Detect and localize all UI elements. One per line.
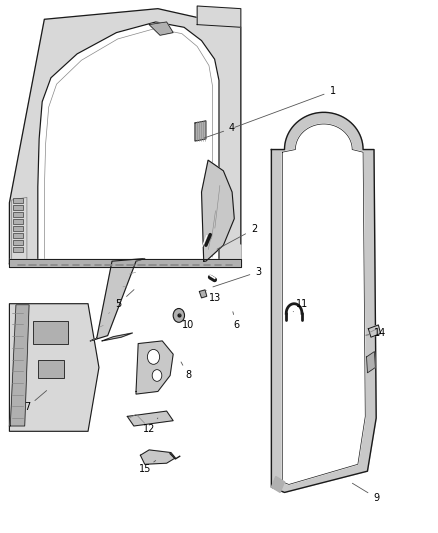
Bar <box>13 212 23 217</box>
Text: 11: 11 <box>293 298 308 312</box>
Bar <box>13 226 23 231</box>
Text: 2: 2 <box>217 224 257 249</box>
Polygon shape <box>195 121 206 141</box>
Text: 15: 15 <box>138 461 155 473</box>
Polygon shape <box>10 9 241 264</box>
Polygon shape <box>10 304 99 431</box>
Bar <box>13 240 23 245</box>
Text: 14: 14 <box>366 328 387 338</box>
Polygon shape <box>102 333 133 341</box>
Text: 4: 4 <box>204 123 235 138</box>
Text: 7: 7 <box>24 391 46 413</box>
Polygon shape <box>11 305 29 426</box>
Bar <box>13 233 23 238</box>
Bar <box>38 360 64 378</box>
Polygon shape <box>201 160 234 261</box>
Polygon shape <box>136 341 173 394</box>
Text: 10: 10 <box>180 314 194 330</box>
Circle shape <box>173 309 184 322</box>
Text: 1: 1 <box>235 86 336 127</box>
Bar <box>13 198 23 203</box>
Polygon shape <box>272 112 376 492</box>
Polygon shape <box>367 352 375 373</box>
Polygon shape <box>219 240 241 264</box>
Polygon shape <box>197 6 241 27</box>
Text: 5: 5 <box>116 289 134 309</box>
Text: 9: 9 <box>352 483 379 503</box>
Polygon shape <box>199 290 207 298</box>
Polygon shape <box>90 259 145 341</box>
Text: 3: 3 <box>213 267 261 287</box>
Bar <box>33 321 68 344</box>
Bar <box>13 247 23 252</box>
Text: 8: 8 <box>181 362 191 381</box>
Bar <box>13 219 23 224</box>
Polygon shape <box>368 325 381 337</box>
Text: 12: 12 <box>143 418 158 434</box>
Text: 6: 6 <box>233 312 240 330</box>
Circle shape <box>152 369 162 381</box>
Polygon shape <box>38 22 219 261</box>
Polygon shape <box>127 411 173 426</box>
Bar <box>13 205 23 210</box>
Text: 13: 13 <box>206 290 221 303</box>
Circle shape <box>148 350 159 365</box>
Polygon shape <box>141 450 175 464</box>
Polygon shape <box>149 22 173 35</box>
Polygon shape <box>283 124 365 484</box>
Polygon shape <box>272 477 285 492</box>
Polygon shape <box>10 259 241 266</box>
